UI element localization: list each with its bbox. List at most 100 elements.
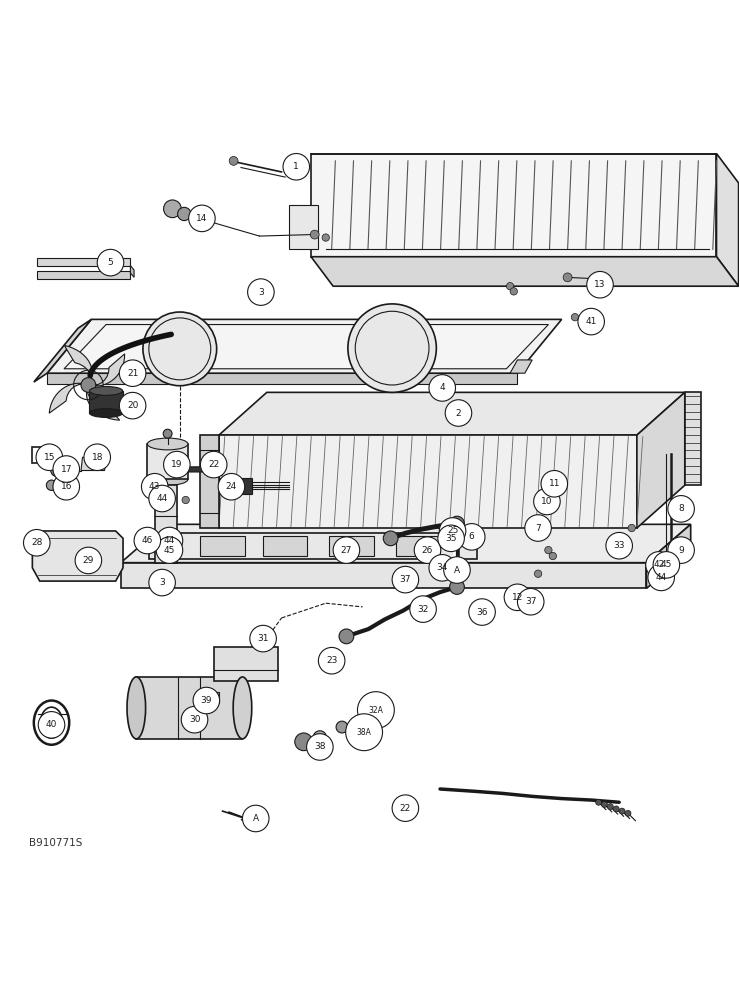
Polygon shape <box>201 536 245 556</box>
Circle shape <box>383 531 398 546</box>
Circle shape <box>506 283 514 290</box>
Text: 23: 23 <box>326 656 337 665</box>
Text: 31: 31 <box>258 634 269 643</box>
Circle shape <box>445 400 471 426</box>
Circle shape <box>608 804 613 810</box>
Polygon shape <box>37 271 130 279</box>
Ellipse shape <box>90 409 123 417</box>
Text: 19: 19 <box>171 460 183 469</box>
Circle shape <box>348 304 437 392</box>
Text: 44: 44 <box>656 573 667 582</box>
Circle shape <box>158 585 169 595</box>
Circle shape <box>450 516 465 531</box>
Circle shape <box>149 485 175 512</box>
Polygon shape <box>311 257 739 286</box>
Text: 3: 3 <box>159 578 165 587</box>
Polygon shape <box>219 435 637 528</box>
Circle shape <box>534 488 560 515</box>
Circle shape <box>517 588 544 615</box>
Text: 26: 26 <box>422 546 433 555</box>
Text: 41: 41 <box>585 317 597 326</box>
Circle shape <box>218 473 245 500</box>
Ellipse shape <box>90 386 123 395</box>
Text: 1: 1 <box>293 162 299 171</box>
Circle shape <box>164 451 190 478</box>
Polygon shape <box>50 383 87 413</box>
Text: 4: 4 <box>440 383 445 392</box>
Text: 39: 39 <box>201 696 212 705</box>
Circle shape <box>189 205 215 232</box>
Circle shape <box>181 706 208 733</box>
Circle shape <box>178 207 191 221</box>
Circle shape <box>322 234 329 241</box>
Circle shape <box>84 444 110 471</box>
Circle shape <box>648 564 674 591</box>
Text: 34: 34 <box>437 563 448 572</box>
Circle shape <box>318 647 345 674</box>
Polygon shape <box>37 258 130 266</box>
Text: 13: 13 <box>594 280 606 289</box>
Circle shape <box>525 515 551 541</box>
Circle shape <box>306 734 333 760</box>
Polygon shape <box>121 524 690 563</box>
Circle shape <box>141 473 168 500</box>
Circle shape <box>392 795 419 821</box>
Polygon shape <box>510 360 532 373</box>
Circle shape <box>571 313 579 321</box>
Polygon shape <box>81 457 106 471</box>
Circle shape <box>450 580 465 594</box>
Circle shape <box>468 599 495 625</box>
Text: A: A <box>252 814 259 823</box>
Text: 44: 44 <box>156 494 168 503</box>
Text: 18: 18 <box>92 453 103 462</box>
Polygon shape <box>130 266 134 277</box>
Text: 9: 9 <box>679 546 684 555</box>
Polygon shape <box>219 478 252 494</box>
Circle shape <box>545 546 552 554</box>
Circle shape <box>201 451 227 478</box>
Circle shape <box>51 465 63 476</box>
Circle shape <box>164 200 181 218</box>
Text: 22: 22 <box>400 804 411 813</box>
Text: 27: 27 <box>340 546 352 555</box>
Circle shape <box>229 156 238 165</box>
Polygon shape <box>684 392 701 485</box>
Text: 29: 29 <box>83 556 94 565</box>
Circle shape <box>134 527 161 554</box>
Circle shape <box>429 555 456 581</box>
Circle shape <box>625 810 631 816</box>
Polygon shape <box>47 319 562 373</box>
Text: 14: 14 <box>196 214 208 223</box>
Text: 37: 37 <box>525 597 536 606</box>
Text: 45: 45 <box>661 560 672 569</box>
Polygon shape <box>136 677 243 739</box>
Text: 16: 16 <box>61 482 72 491</box>
Polygon shape <box>90 391 123 413</box>
Circle shape <box>667 496 694 522</box>
Circle shape <box>295 733 312 751</box>
Text: 30: 30 <box>189 715 201 724</box>
Circle shape <box>653 552 679 578</box>
Circle shape <box>606 532 633 559</box>
Circle shape <box>596 799 602 805</box>
Text: 8: 8 <box>679 504 684 513</box>
Text: 20: 20 <box>127 401 138 410</box>
Circle shape <box>628 524 636 532</box>
Circle shape <box>75 547 101 574</box>
Polygon shape <box>311 154 716 257</box>
Circle shape <box>313 731 326 744</box>
Text: 22: 22 <box>208 460 219 469</box>
Text: 3: 3 <box>258 288 263 297</box>
Polygon shape <box>64 345 92 383</box>
Text: 38: 38 <box>314 742 326 751</box>
Polygon shape <box>263 536 307 556</box>
Circle shape <box>156 527 183 554</box>
Ellipse shape <box>147 438 188 450</box>
Polygon shape <box>87 387 120 420</box>
Polygon shape <box>64 325 548 369</box>
Circle shape <box>53 473 79 500</box>
Circle shape <box>283 154 309 180</box>
Circle shape <box>158 542 166 549</box>
Circle shape <box>166 535 173 542</box>
Polygon shape <box>184 467 209 472</box>
